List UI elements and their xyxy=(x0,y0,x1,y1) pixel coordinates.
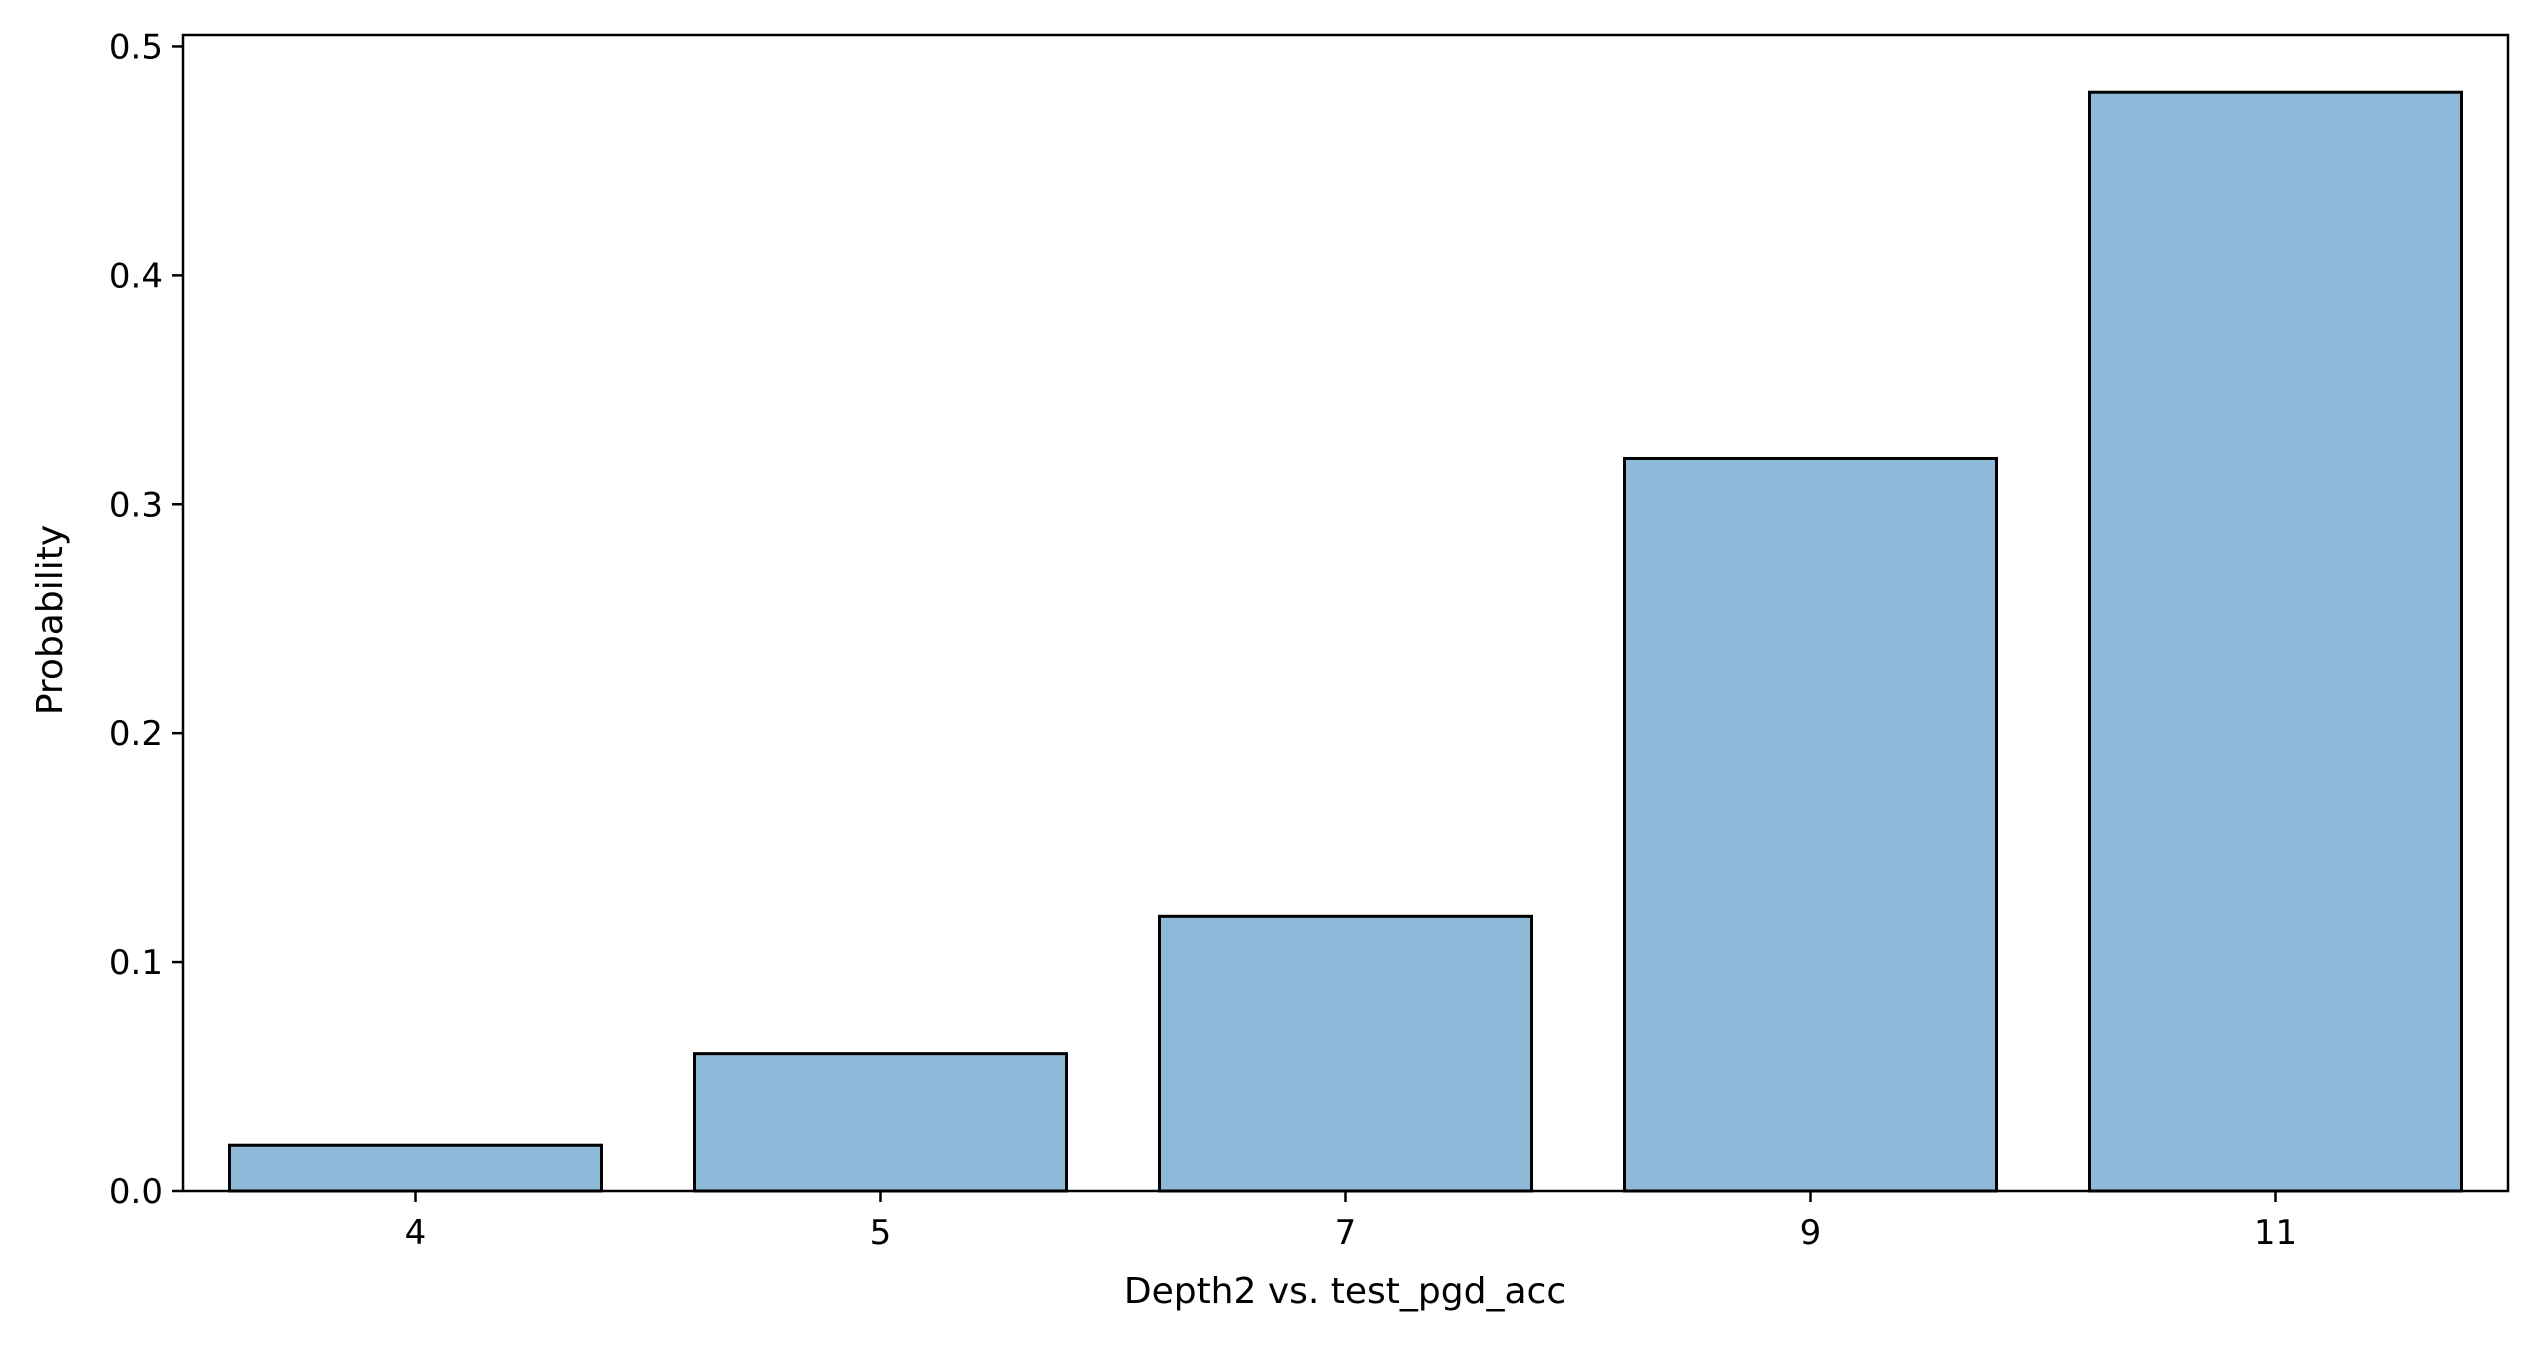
x-tick-label: 4 xyxy=(405,1213,427,1253)
y-tick-label: 0.3 xyxy=(109,485,163,525)
bar-11 xyxy=(2088,90,2463,1193)
x-tick-label: 7 xyxy=(1335,1213,1357,1253)
y-axis-label: Probability xyxy=(30,525,71,715)
y-tick-label: 0.0 xyxy=(109,1172,163,1212)
bars-layer xyxy=(228,90,2463,1193)
x-tick-label: 9 xyxy=(1800,1213,1822,1253)
bar-9 xyxy=(1623,456,1998,1193)
x-tick-label: 5 xyxy=(870,1213,892,1253)
x-axis-label: Depth2 vs. test_pgd_acc xyxy=(1124,1271,1566,1312)
y-tick-label: 0.5 xyxy=(109,27,163,67)
y-tick-label: 0.1 xyxy=(109,943,163,983)
y-tick-label: 0.2 xyxy=(109,714,163,754)
x-tick-label: 11 xyxy=(2254,1213,2297,1253)
bar-7 xyxy=(1158,914,1533,1193)
y-tick-label: 0.4 xyxy=(109,256,163,296)
bar-4 xyxy=(228,1143,603,1193)
ticks-layer: 0.0 0.1 0.2 0.3 0.4 0.5 4 5 7 9 11 xyxy=(109,27,2297,1253)
bar-5 xyxy=(693,1052,1068,1193)
